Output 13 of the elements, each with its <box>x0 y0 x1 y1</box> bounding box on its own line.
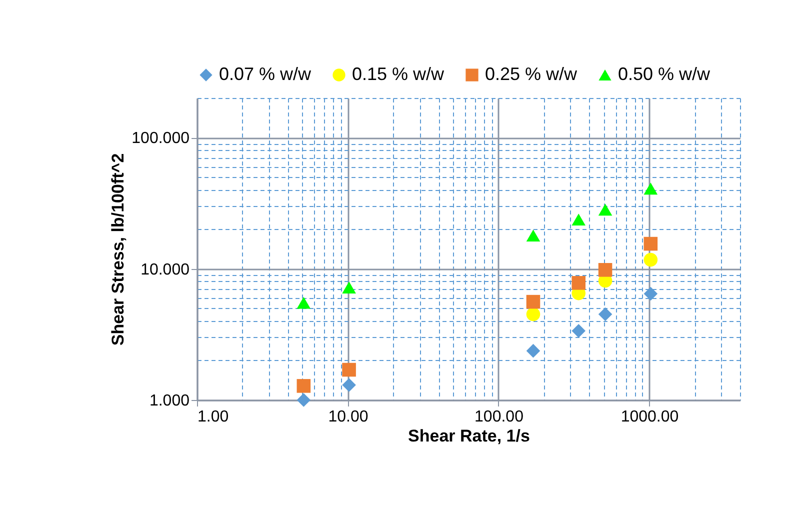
legend-label: 0.25 % w/w <box>485 64 578 84</box>
legend-label: 0.07 % w/w <box>219 64 312 84</box>
y-axis-title: Shear Stress, lb/100ft^2 <box>108 153 128 346</box>
x-tick-label: 1.00 <box>198 408 229 426</box>
legend-label: 0.15 % w/w <box>352 64 446 84</box>
x-tick-label: 1000.00 <box>620 408 679 426</box>
y-tick-label: 10.000 <box>140 261 190 278</box>
x-tick-label: 100.00 <box>474 408 524 426</box>
y-tick-label: 1.000 <box>149 392 190 410</box>
x-axis-title: Shear Rate, 1/s <box>408 426 530 446</box>
legend-label: 0.50 % w/w <box>618 64 712 84</box>
x-tick-label: 10.00 <box>328 408 368 426</box>
y-tick-label: 100.000 <box>132 130 190 148</box>
